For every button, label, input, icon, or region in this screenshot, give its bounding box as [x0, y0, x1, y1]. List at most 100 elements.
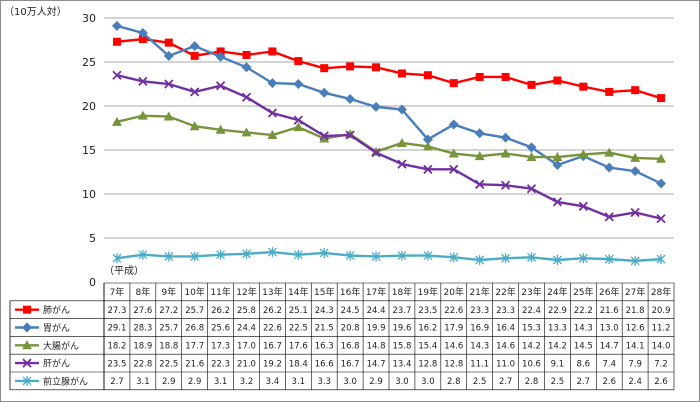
data-point	[319, 133, 330, 143]
table-cell: 25.7	[185, 306, 204, 316]
data-point	[163, 50, 174, 61]
data-point	[293, 122, 304, 132]
category-label: 12年	[236, 286, 256, 298]
table-cell: 21.0	[237, 359, 256, 369]
y-axis-unit: （10万人対）	[4, 5, 67, 18]
y-tick-label: 20	[82, 100, 96, 113]
table-cell: 12.6	[626, 324, 645, 334]
table-cell: 2.8	[525, 377, 539, 387]
data-point	[448, 148, 459, 158]
table-cell: 27.2	[159, 306, 178, 316]
data-point	[552, 255, 562, 265]
table-cell: 11.1	[470, 359, 489, 369]
table-cell: 19.6	[392, 324, 411, 334]
data-point	[474, 128, 485, 139]
data-point	[112, 37, 121, 46]
category-label: 15年	[314, 286, 334, 298]
legend-key	[15, 340, 39, 350]
category-label: 13年	[262, 286, 282, 298]
series-lines	[111, 20, 667, 266]
table-cell: 16.8	[341, 342, 360, 352]
data-point	[163, 111, 174, 121]
data-point	[371, 148, 381, 158]
legend-key	[15, 305, 39, 314]
data-point	[267, 130, 278, 140]
data-point	[319, 131, 329, 141]
data-point	[526, 142, 537, 153]
data-point	[656, 178, 667, 189]
y-tick-label: 30	[82, 12, 96, 25]
table-cell: 14.1	[626, 342, 645, 352]
data-point	[578, 201, 588, 211]
table-cell: 12.8	[418, 359, 437, 369]
y-tick-label: 5	[89, 232, 96, 245]
table-cell: 27.6	[133, 306, 152, 316]
data-table: 7年 8年 9年 10年 11年 12年 13年 14年 15年 16年 17年 18年 19年 20年 2…	[9, 282, 675, 391]
table-cell: 14.6	[444, 342, 463, 352]
category-label: 28年	[651, 286, 671, 298]
table-cell: 3.0	[421, 377, 435, 387]
table-cell: 27.3	[107, 306, 126, 316]
data-point	[500, 132, 511, 143]
table-cell: 2.9	[188, 377, 202, 387]
data-point	[605, 87, 614, 96]
data-point	[552, 159, 563, 170]
table-cell: 14.0	[652, 342, 671, 352]
data-point	[267, 108, 278, 118]
table-cell: 24.5	[341, 306, 360, 316]
data-point	[216, 249, 226, 260]
table-cell: 16.4	[496, 324, 515, 334]
data-point	[656, 153, 667, 163]
data-point	[345, 93, 356, 104]
data-point	[553, 76, 562, 85]
category-label: 21年	[469, 286, 489, 298]
data-point	[215, 124, 226, 134]
table-cell: 21.8	[626, 306, 645, 316]
data-point	[111, 20, 122, 31]
table-cell: 2.5	[551, 377, 565, 387]
data-point	[112, 70, 122, 80]
table-cell: 8.6	[577, 359, 591, 369]
data-point	[422, 134, 433, 145]
series-line	[116, 74, 662, 220]
data-point	[241, 62, 252, 73]
category-label: 24年	[547, 286, 567, 298]
data-point	[112, 253, 122, 264]
table-cell: 3.2	[240, 377, 254, 387]
data-point	[475, 72, 484, 81]
category-label: 23年	[521, 286, 541, 298]
series-line	[116, 24, 662, 185]
grid-lines	[104, 17, 674, 239]
data-point	[137, 27, 148, 38]
data-point	[294, 57, 303, 66]
table-cell: 13.0	[600, 324, 619, 334]
data-point	[657, 94, 666, 103]
table-cell: 11.2	[652, 324, 671, 334]
table-cell: 22.5	[159, 359, 178, 369]
data-point	[630, 207, 640, 218]
category-label: 7年	[110, 286, 125, 298]
table-cell: 16.2	[418, 324, 437, 334]
table-cell: 17.6	[289, 342, 308, 352]
category-label: 9年	[161, 286, 176, 298]
data-point	[552, 152, 563, 162]
data-point	[164, 38, 173, 47]
data-point	[189, 41, 200, 52]
data-point	[215, 51, 226, 62]
data-point	[320, 64, 329, 73]
table-cell: 22.6	[444, 306, 463, 316]
data-point	[268, 47, 277, 56]
series-group	[111, 20, 667, 189]
table-cell: 2.7	[110, 377, 124, 387]
table-cell: 14.3	[470, 342, 489, 352]
data-point	[22, 322, 32, 333]
table-cell: 14.5	[574, 342, 593, 352]
table-cell: 16.7	[263, 342, 282, 352]
series-group	[111, 110, 667, 163]
table-cell: 24.4	[237, 324, 256, 334]
category-label: 10年	[184, 286, 204, 298]
y-tick-labels: 0 5 10 15 20 25 30	[82, 12, 96, 289]
data-point	[345, 250, 355, 261]
table-cell: 13.4	[392, 359, 411, 369]
y-tick-label: 10	[82, 188, 96, 201]
